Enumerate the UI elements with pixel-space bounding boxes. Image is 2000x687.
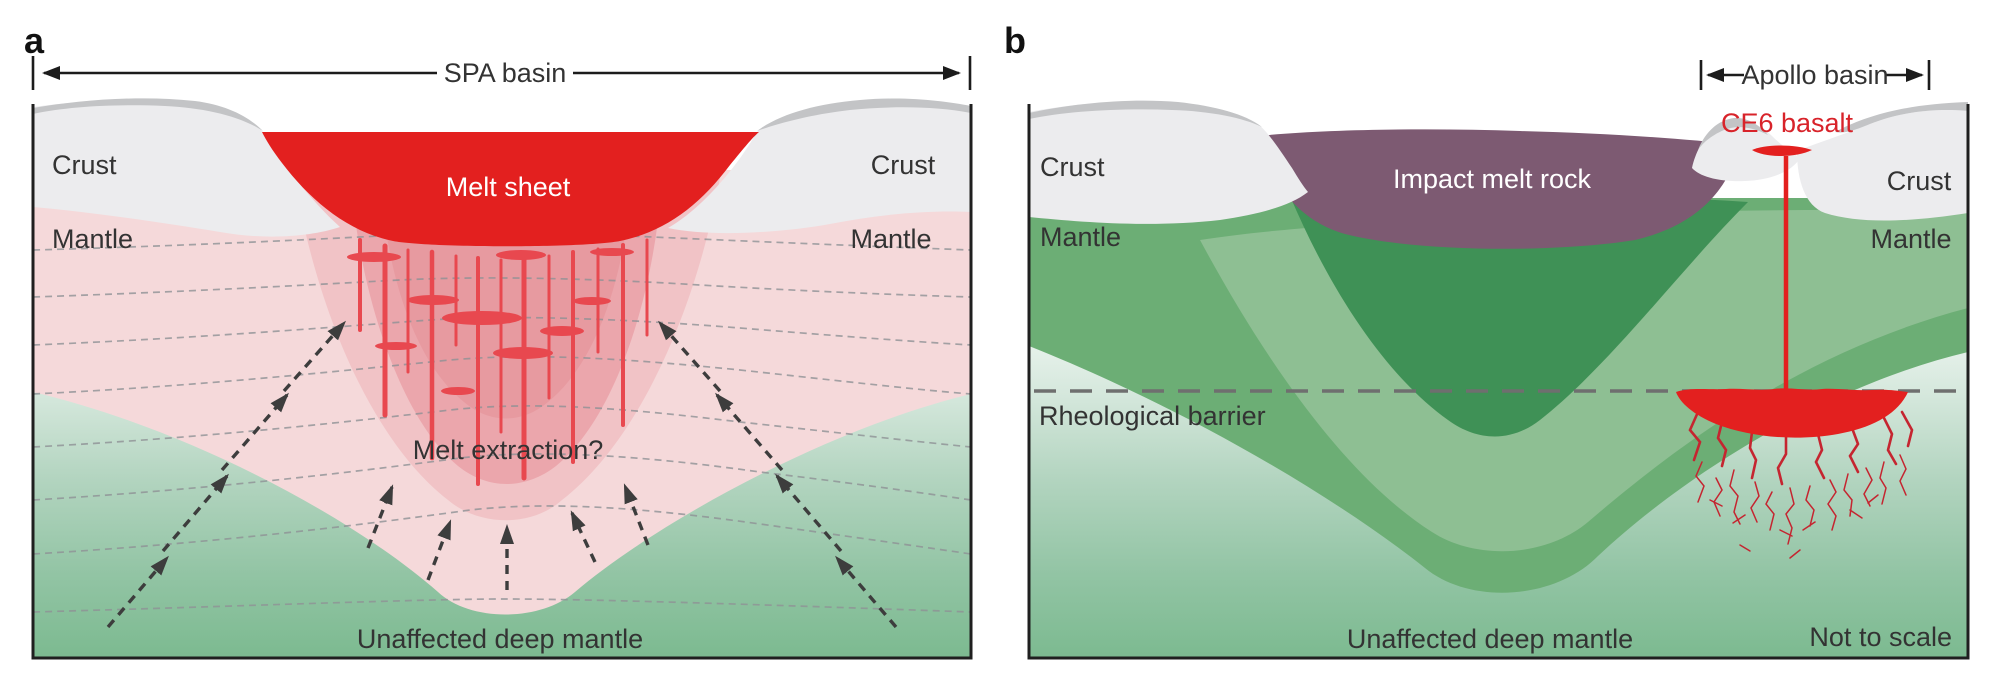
ce6-basalt-sill [1676,388,1908,438]
crust-label-right-b: Crust [1887,166,1952,196]
panel-b-letter: b [1004,20,1026,61]
impact-melt-rock-bowl [1258,129,1740,249]
mantle-inner-green-zone [1290,192,1748,437]
basalt-vein-network [1688,410,1914,559]
panel-a: SPA basin a Crust Crust Mantle Mantle Me… [24,20,973,660]
mantle-label-left-a: Mantle [52,224,133,254]
panel-a-letter: a [24,20,45,61]
ce6-basalt-label: CE6 basalt [1721,108,1854,138]
panel-a-frame [31,104,973,660]
crust-label-right-a: Crust [871,150,936,180]
deep-mantle-label-a: Unaffected deep mantle [357,624,643,654]
melt-sheet-label: Melt sheet [446,172,571,202]
mantle-label-left-b: Mantle [1040,222,1121,252]
crust-left-cap-b [1029,100,1262,127]
apollo-basin-span: Apollo basin [1699,60,1931,90]
dike-and-sill-network [347,238,649,486]
melt-extraction-label: Melt extraction? [413,435,604,465]
crust-left-a [33,100,340,237]
crust-left-cap-a [33,98,263,131]
ce6-surface-basalt [1752,145,1812,156]
crust-right-cap-b [1835,102,1968,133]
deep-mantle-label-b: Unaffected deep mantle [1347,624,1633,654]
mantle-label-right-b: Mantle [1870,224,1951,254]
crust-central-peak-b [1692,119,1800,182]
crust-right-b [1797,110,1968,221]
melt-sheet [262,132,759,247]
crust-label-left-b: Crust [1040,152,1105,182]
mantle-flow-arrows [106,320,898,629]
crust-central-peak-cap-b [1698,117,1768,150]
crust-label-left-a: Crust [52,150,117,180]
panel-b-frame [1027,104,1970,660]
dike-zone-pink [382,198,630,419]
panel-b: Apollo basin b CE6 basalt Crust Crust Ma… [1004,20,1970,660]
crust-right-cap-a [757,98,971,131]
not-to-scale-label: Not to scale [1809,622,1952,652]
rheological-barrier-label: Rheological barrier [1039,401,1266,431]
temperature-contours [32,232,972,613]
apollo-basin-label: Apollo basin [1741,60,1888,90]
crust-right-a [668,103,971,234]
spa-basin-label: SPA basin [444,58,567,88]
crust-left-b [1029,101,1308,224]
impact-melt-rock-label: Impact melt rock [1393,164,1592,194]
spa-basin-span: SPA basin [31,56,972,90]
mantle-label-right-a: Mantle [850,224,931,254]
